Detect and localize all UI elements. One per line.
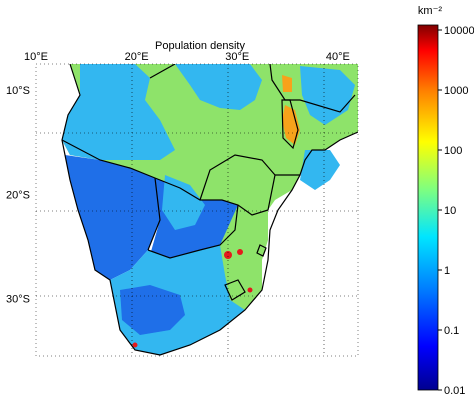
hotspot-johannesburg: [224, 251, 232, 259]
border-lesotho: [224, 279, 246, 301]
border-namibia-botswana: [147, 177, 161, 251]
border-tanzania: [269, 64, 356, 113]
hotspot-pretoria: [237, 249, 243, 255]
colorbar-tick-label: 10000: [444, 25, 474, 37]
y-tick-label: 10°S: [6, 85, 30, 97]
coastline-west: [61, 64, 358, 356]
y-tick-label: 30°S: [6, 294, 30, 306]
x-tick-label: 10°E: [24, 51, 48, 63]
border-botswana-sa: [147, 204, 239, 259]
colorbar-tick-label: 0.01: [444, 385, 465, 397]
colorbar-tick-label: 1000: [444, 85, 468, 97]
graticule: [36, 64, 358, 356]
region-south-africa-east-green: [220, 205, 268, 310]
map-area: [36, 64, 358, 356]
region-botswana-cyan: [162, 175, 205, 230]
y-tick-labels: 10°S 20°S 30°S: [6, 85, 30, 306]
map-title: Population density: [155, 40, 245, 52]
border-malawi: [281, 99, 299, 150]
colorbar: [417, 24, 439, 391]
region-angola-cyan: [62, 64, 175, 160]
x-tick-labels: 10°E 20°E 30°E 40°E: [24, 51, 350, 63]
border-zambia: [154, 177, 269, 216]
x-tick-label: 20°E: [125, 51, 149, 63]
hotspot-cape-town: [132, 342, 138, 348]
border-zimbabwe: [199, 154, 276, 211]
region-karoo-blue: [120, 285, 185, 335]
y-tick-label: 20°S: [6, 189, 30, 201]
region-drc-south-cyan: [175, 64, 262, 110]
colorbar-tick-label: 100: [444, 145, 462, 157]
colorbar-tick-label: 1: [444, 265, 450, 277]
colorbar-tick-label: 10: [444, 205, 456, 217]
hotspot-durban: [247, 287, 253, 293]
border-drc: [149, 64, 176, 79]
border-swaziland: [256, 244, 267, 257]
map-frame: [35, 63, 359, 357]
colorbar-tick-labels: 10000 1000 100 10 1 0.1 0.01: [438, 25, 474, 397]
colorbar-unit-label: km⁻²: [418, 5, 442, 17]
region-mozambique-north-cyan: [300, 150, 340, 190]
country-borders: [61, 64, 358, 356]
border-angola: [61, 139, 156, 179]
region-malawi-orange: [282, 105, 300, 145]
x-tick-label: 40°E: [326, 51, 350, 63]
region-lake-orange: [282, 75, 292, 92]
colorbar-tick-label: 0.1: [444, 325, 459, 337]
x-tick-label: 30°E: [225, 51, 249, 63]
region-namibia-blue: [65, 155, 160, 280]
